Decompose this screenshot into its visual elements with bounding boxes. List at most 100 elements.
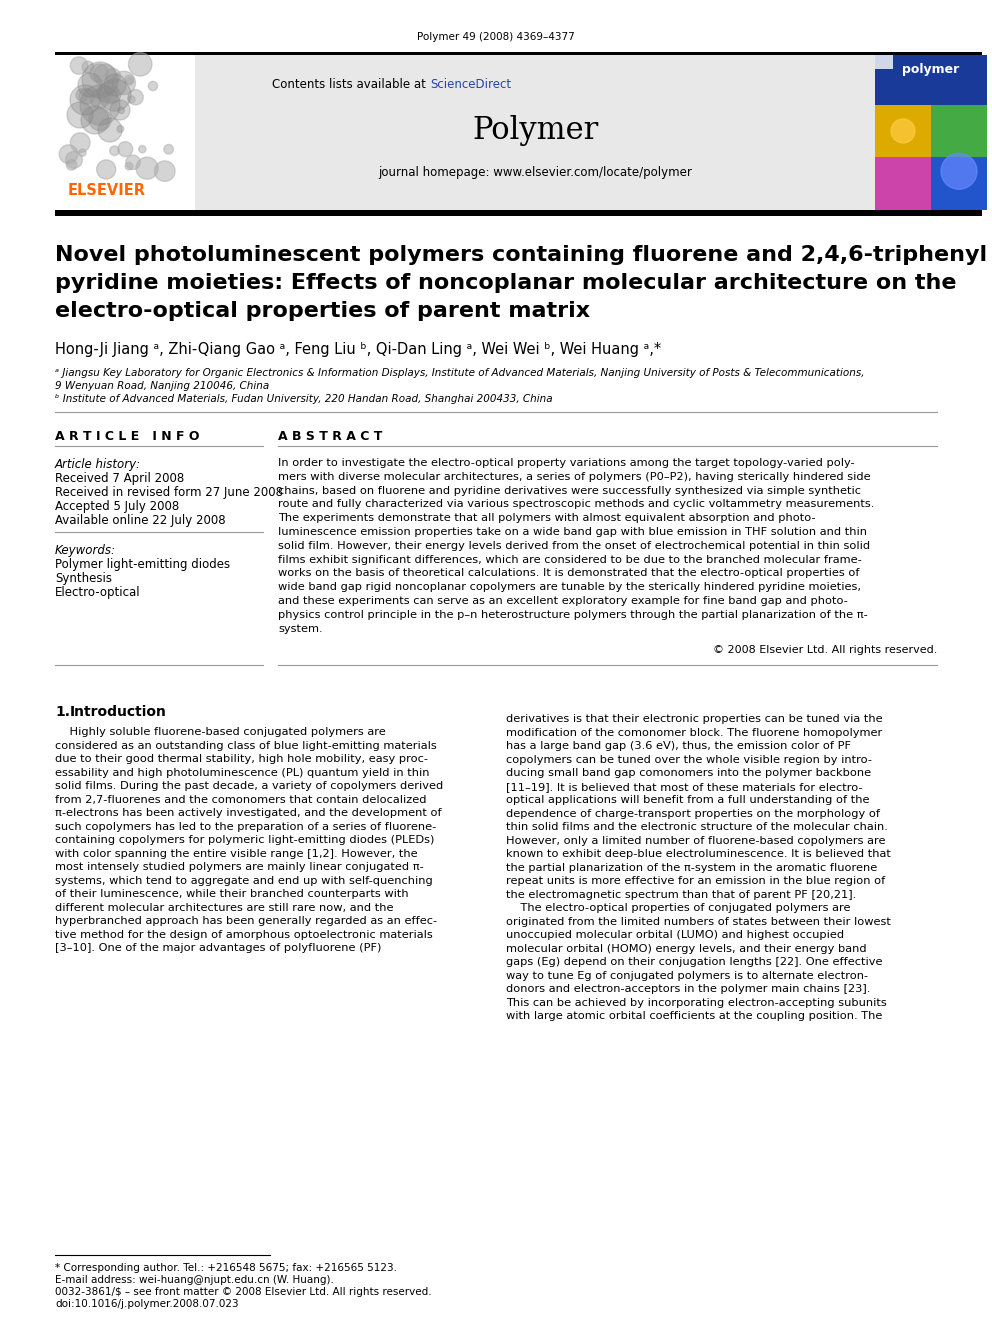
- Circle shape: [78, 73, 102, 97]
- Text: E-mail address: wei-huang@njupt.edu.cn (W. Huang).: E-mail address: wei-huang@njupt.edu.cn (…: [55, 1275, 334, 1285]
- Text: route and fully characterized via various spectroscopic methods and cyclic volta: route and fully characterized via variou…: [278, 499, 874, 509]
- Text: 0032-3861/$ – see front matter © 2008 Elsevier Ltd. All rights reserved.: 0032-3861/$ – see front matter © 2008 El…: [55, 1287, 432, 1297]
- Text: This can be achieved by incorporating electron-accepting subunits: This can be achieved by incorporating el…: [506, 998, 887, 1008]
- Text: donors and electron-acceptors in the polymer main chains [23].: donors and electron-acceptors in the pol…: [506, 984, 870, 995]
- Circle shape: [103, 86, 121, 103]
- Circle shape: [105, 69, 120, 83]
- Text: 9 Wenyuan Road, Nanjing 210046, China: 9 Wenyuan Road, Nanjing 210046, China: [55, 381, 269, 392]
- Text: ducing small band gap comonomers into the polymer backbone: ducing small band gap comonomers into th…: [506, 769, 871, 778]
- Text: known to exhibit deep-blue electroluminescence. It is believed that: known to exhibit deep-blue electrolumine…: [506, 849, 891, 860]
- Circle shape: [90, 64, 108, 82]
- Circle shape: [125, 163, 133, 169]
- Circle shape: [136, 157, 158, 179]
- Text: luminescence emission properties take on a wide band gap with blue emission in T: luminescence emission properties take on…: [278, 527, 867, 537]
- Circle shape: [110, 101, 130, 120]
- Text: Hong-Ji Jiang ᵃ, Zhi-Qiang Gao ᵃ, Feng Liu ᵇ, Qi-Dan Ling ᵃ, Wei Wei ᵇ, Wei Huan: Hong-Ji Jiang ᵃ, Zhi-Qiang Gao ᵃ, Feng L…: [55, 343, 662, 357]
- Text: dependence of charge-transport properties on the morphology of: dependence of charge-transport propertie…: [506, 808, 880, 819]
- Text: Contents lists available at: Contents lists available at: [273, 78, 430, 91]
- Circle shape: [65, 151, 82, 168]
- Circle shape: [96, 86, 112, 102]
- Text: Keywords:: Keywords:: [55, 544, 116, 557]
- Bar: [875, 56, 893, 69]
- Circle shape: [97, 82, 118, 103]
- Circle shape: [94, 65, 115, 86]
- Text: originated from the limited numbers of states between their lowest: originated from the limited numbers of s…: [506, 917, 891, 927]
- Text: different molecular architectures are still rare now, and the: different molecular architectures are st…: [55, 902, 394, 913]
- Text: Highly soluble fluorene-based conjugated polymers are: Highly soluble fluorene-based conjugated…: [55, 728, 386, 737]
- Text: ᵇ Institute of Advanced Materials, Fudan University, 220 Handan Road, Shanghai 2: ᵇ Institute of Advanced Materials, Fudan…: [55, 394, 553, 404]
- Circle shape: [139, 146, 146, 153]
- Bar: [195, 56, 875, 210]
- Text: from 2,7-fluorenes and the comonomers that contain delocalized: from 2,7-fluorenes and the comonomers th…: [55, 795, 427, 804]
- Text: the partial planarization of the π-system in the aromatic fluorene: the partial planarization of the π-syste…: [506, 863, 877, 873]
- Text: wide band gap rigid noncoplanar copolymers are tunable by the sterically hindere: wide band gap rigid noncoplanar copolyme…: [278, 582, 861, 593]
- Circle shape: [80, 85, 120, 124]
- Text: [3–10]. One of the major advantages of polyfluorene (PF): [3–10]. One of the major advantages of p…: [55, 943, 381, 954]
- Bar: [931, 105, 987, 157]
- Circle shape: [128, 90, 143, 105]
- Bar: [55, 52, 982, 54]
- Text: with large atomic orbital coefficients at the coupling position. The: with large atomic orbital coefficients a…: [506, 1011, 882, 1021]
- Circle shape: [76, 89, 88, 102]
- Text: polymer: polymer: [903, 62, 959, 75]
- Circle shape: [148, 81, 158, 91]
- Circle shape: [98, 118, 122, 142]
- Text: the electromagnetic spectrum than that of parent PF [20,21].: the electromagnetic spectrum than that o…: [506, 890, 856, 900]
- Text: due to their good thermal stability, high hole mobility, easy proc-: due to their good thermal stability, hig…: [55, 754, 428, 765]
- Circle shape: [78, 149, 86, 156]
- Text: Article history:: Article history:: [55, 458, 141, 471]
- Text: * Corresponding author. Tel.: +216548 5675; fax: +216565 5123.: * Corresponding author. Tel.: +216548 56…: [55, 1263, 397, 1273]
- Text: In order to investigate the electro-optical property variations among the target: In order to investigate the electro-opti…: [278, 458, 855, 468]
- Text: doi:10.1016/j.polymer.2008.07.023: doi:10.1016/j.polymer.2008.07.023: [55, 1299, 239, 1308]
- Text: solid films. During the past decade, a variety of copolymers derived: solid films. During the past decade, a v…: [55, 782, 443, 791]
- Bar: [875, 157, 931, 210]
- Text: considered as an outstanding class of blue light-emitting materials: considered as an outstanding class of bl…: [55, 741, 436, 751]
- Text: ELSEVIER: ELSEVIER: [68, 183, 146, 198]
- Text: chains, based on fluorene and pyridine derivatives were successfully synthesized: chains, based on fluorene and pyridine d…: [278, 486, 861, 496]
- Text: most intensely studied polymers are mainly linear conjugated π-: most intensely studied polymers are main…: [55, 863, 424, 872]
- Circle shape: [112, 71, 136, 95]
- Text: essability and high photoluminescence (PL) quantum yield in thin: essability and high photoluminescence (P…: [55, 767, 430, 778]
- Text: modification of the comonomer block. The fluorene homopolymer: modification of the comonomer block. The…: [506, 728, 882, 738]
- Text: Polymer: Polymer: [472, 115, 598, 146]
- Circle shape: [126, 78, 134, 85]
- Circle shape: [79, 89, 94, 105]
- Bar: [55, 210, 982, 216]
- Text: containing copolymers for polymeric light-emitting diodes (PLEDs): containing copolymers for polymeric ligh…: [55, 835, 434, 845]
- Text: Polymer light-emitting diodes: Polymer light-emitting diodes: [55, 558, 230, 572]
- Text: works on the basis of theoretical calculations. It is demonstrated that the elec: works on the basis of theoretical calcul…: [278, 569, 859, 578]
- Circle shape: [67, 102, 93, 128]
- Text: The experiments demonstrate that all polymers with almost equivalent absorption : The experiments demonstrate that all pol…: [278, 513, 815, 523]
- Text: Introduction: Introduction: [70, 705, 167, 720]
- Text: Accepted 5 July 2008: Accepted 5 July 2008: [55, 500, 180, 513]
- Text: journal homepage: www.elsevier.com/locate/polymer: journal homepage: www.elsevier.com/locat…: [378, 165, 692, 179]
- Bar: [55, 56, 195, 210]
- Text: 1.: 1.: [55, 705, 70, 720]
- Text: way to tune Eg of conjugated polymers is to alternate electron-: way to tune Eg of conjugated polymers is…: [506, 971, 868, 980]
- Circle shape: [155, 161, 175, 181]
- Circle shape: [89, 108, 111, 131]
- Text: system.: system.: [278, 623, 322, 634]
- Circle shape: [96, 160, 116, 179]
- Text: such copolymers has led to the preparation of a series of fluorene-: such copolymers has led to the preparati…: [55, 822, 436, 832]
- Text: repeat units is more effective for an emission in the blue region of: repeat units is more effective for an em…: [506, 876, 885, 886]
- Text: electro-optical properties of parent matrix: electro-optical properties of parent mat…: [55, 302, 590, 321]
- Text: films exhibit significant differences, which are considered to be due to the bra: films exhibit significant differences, w…: [278, 554, 862, 565]
- Text: π-electrons has been actively investigated, and the development of: π-electrons has been actively investigat…: [55, 808, 441, 819]
- Text: ᵃ Jiangsu Key Laboratory for Organic Electronics & Information Displays, Institu: ᵃ Jiangsu Key Laboratory for Organic Ele…: [55, 368, 864, 378]
- Text: of their luminescence, while their branched counterparts with: of their luminescence, while their branc…: [55, 889, 409, 900]
- Text: ScienceDirect: ScienceDirect: [430, 78, 511, 91]
- Circle shape: [70, 132, 90, 152]
- Circle shape: [99, 79, 131, 111]
- Text: © 2008 Elsevier Ltd. All rights reserved.: © 2008 Elsevier Ltd. All rights reserved…: [712, 646, 937, 655]
- Bar: [875, 105, 931, 157]
- Text: However, only a limited number of fluorene-based copolymers are: However, only a limited number of fluore…: [506, 836, 886, 845]
- Circle shape: [129, 53, 152, 75]
- Text: Available online 22 July 2008: Available online 22 July 2008: [55, 515, 225, 527]
- Text: with color spanning the entire visible range [1,2]. However, the: with color spanning the entire visible r…: [55, 849, 418, 859]
- Circle shape: [125, 75, 134, 85]
- Circle shape: [60, 144, 78, 164]
- Text: physics control principle in the p–n heterostructure polymers through the partia: physics control principle in the p–n het…: [278, 610, 868, 619]
- Circle shape: [118, 107, 125, 114]
- Text: [11–19]. It is believed that most of these materials for electro-: [11–19]. It is believed that most of the…: [506, 782, 863, 792]
